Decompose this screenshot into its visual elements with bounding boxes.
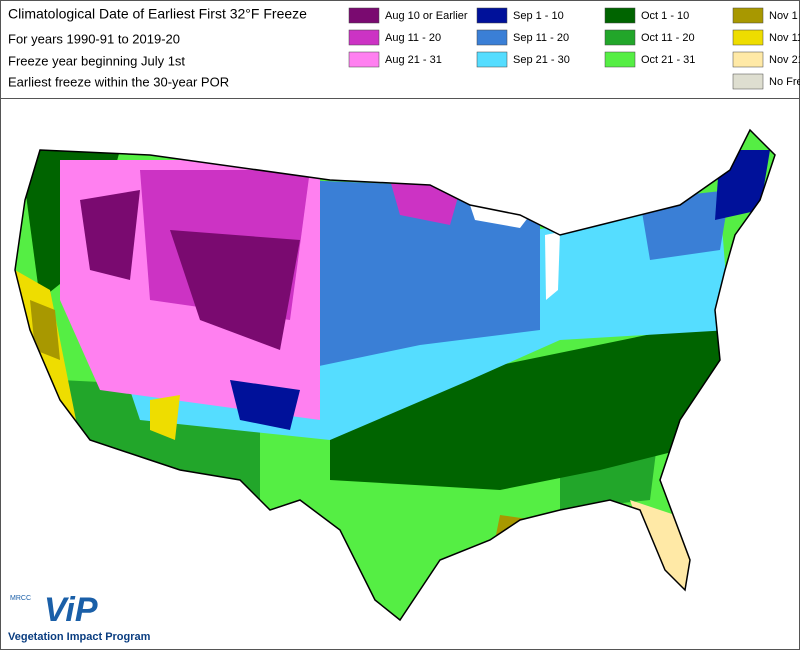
legend-label: Aug 21 - 31: [385, 54, 442, 66]
zone: [30, 300, 60, 360]
legend-label: Sep 1 - 10: [513, 10, 564, 22]
us-outline: [14, 128, 776, 622]
legend-swatch: [732, 7, 764, 24]
legend-label: Sep 11 - 20: [513, 32, 569, 44]
legend-swatch: [732, 29, 764, 46]
subtitle: Freeze year beginning July 1st: [8, 53, 185, 68]
legend-swatch: [604, 51, 636, 68]
legend-swatch: [348, 29, 380, 46]
legend-swatch: [732, 73, 764, 90]
legend-label: Nov 11 - 20: [769, 32, 800, 44]
logo-org: MRCC: [10, 595, 31, 602]
zone: [300, 180, 540, 370]
legend-label: Oct 11 - 20: [641, 32, 695, 44]
legend-label: Sep 21 - 30: [513, 54, 570, 66]
legend-label: Oct 21 - 31: [641, 54, 695, 66]
zone: [230, 380, 300, 430]
legend-label: No Freeze: [769, 76, 800, 88]
legend-swatch: [348, 7, 380, 24]
legend-swatch: [604, 7, 636, 24]
legend-swatch: [476, 29, 508, 46]
subtitle: Earliest freeze within the 30-year POR: [8, 74, 229, 89]
legend-label: Oct 1 - 10: [641, 10, 689, 22]
legend-swatch: [732, 51, 764, 68]
logo-name: Vegetation Impact Program: [8, 631, 151, 643]
zone: [330, 320, 720, 490]
legend-label: Nov 1 - 10: [769, 10, 800, 22]
legend-swatch: [476, 51, 508, 68]
legend-label: Nov 21 or Later: [769, 54, 800, 66]
zone: [170, 230, 300, 350]
legend-label: Aug 11 - 20: [385, 32, 441, 44]
legend: Aug 10 or Earlier Aug 11 - 20 Aug 21 - 31 S…: [348, 7, 800, 90]
title: Climatological Date of Earliest First 32…: [8, 6, 307, 22]
logo-mark: ViP: [44, 591, 98, 629]
subtitle: For years 1990-91 to 2019-20: [8, 31, 180, 46]
legend-label: Aug 10 or Earlier: [385, 10, 468, 22]
zone: [80, 190, 140, 280]
legend-swatch: [476, 7, 508, 24]
lake: [470, 205, 530, 228]
zone: [150, 395, 180, 440]
lake: [545, 232, 560, 300]
legend-swatch: [604, 29, 636, 46]
legend-swatch: [348, 51, 380, 68]
